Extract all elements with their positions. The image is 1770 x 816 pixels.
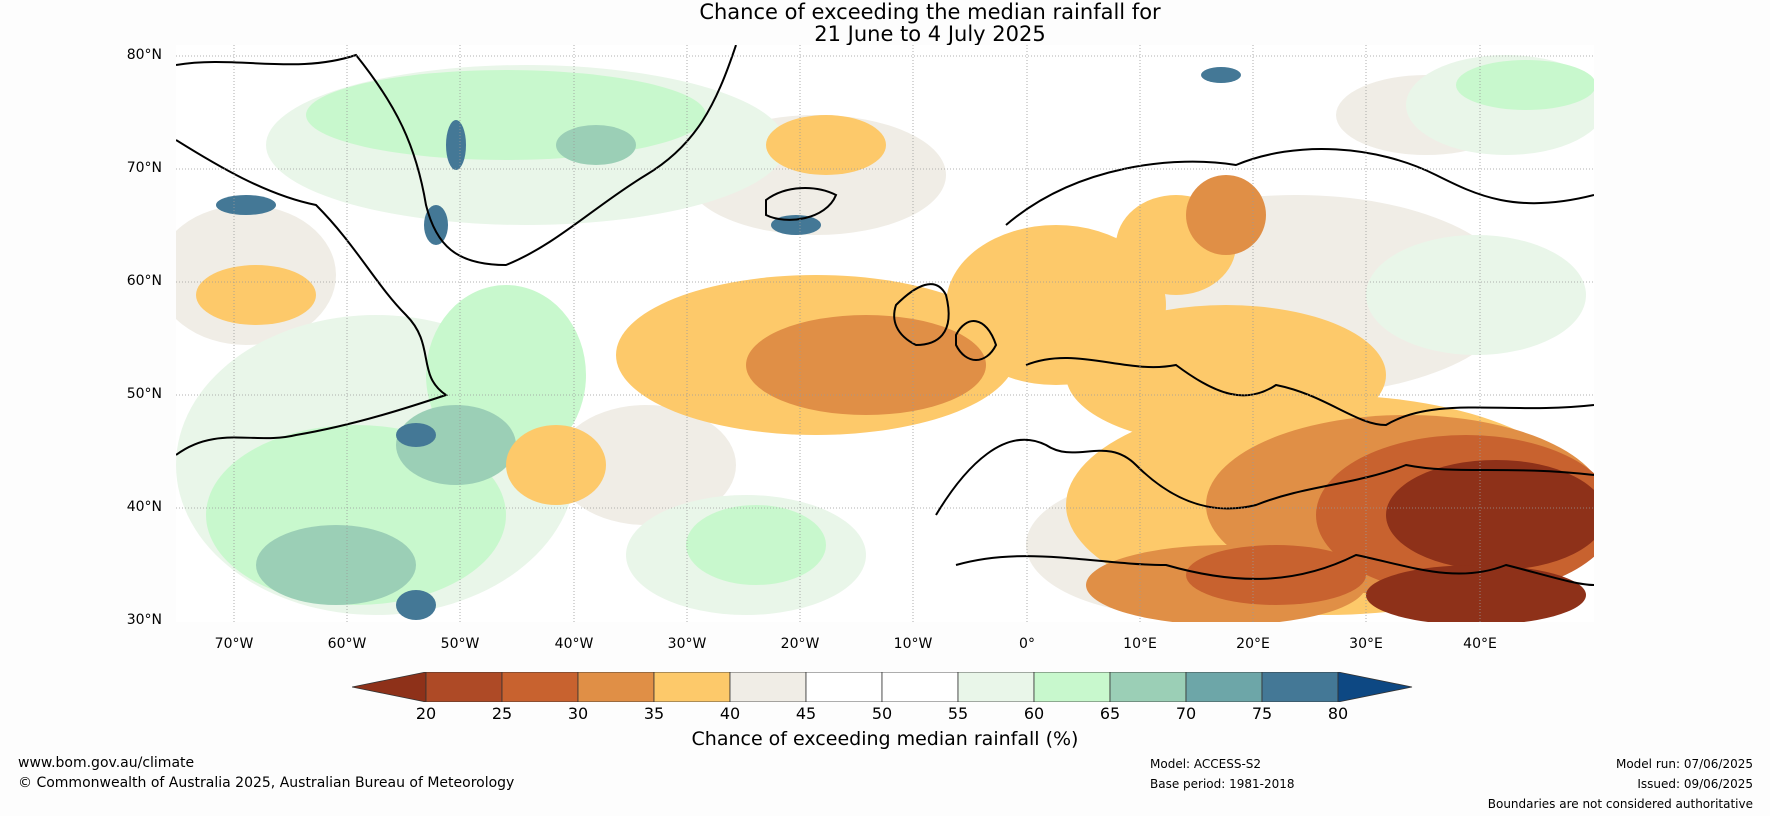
colorbar-cell [1185, 672, 1263, 702]
colorbar-cell [1261, 672, 1339, 702]
colorbar-cell [1033, 672, 1111, 702]
colorbar-tick-label: 25 [491, 704, 513, 723]
footer-website: www.bom.gov.au/climate [18, 755, 195, 771]
map-title-line2: 21 June to 4 July 2025 [814, 22, 1046, 46]
colorbar-tick-label: 70 [1175, 704, 1197, 723]
lon-label-20e: 20°E [1236, 636, 1270, 652]
colorbar-cell [881, 672, 959, 702]
rainfall-map [176, 45, 1594, 622]
colorbar-tick-label: 75 [1251, 704, 1273, 723]
colorbar-tick-label: 35 [643, 704, 665, 723]
colorbar-tick-label: 65 [1099, 704, 1121, 723]
footer-model: Model: ACCESS-S2 [1150, 757, 1262, 771]
footer-model-run: Model run: 07/06/2025 [1615, 757, 1753, 771]
colorbar-tick-label: 30 [567, 704, 589, 723]
footer-issued: Issued: 09/06/2025 [1637, 777, 1753, 791]
much-wetter-areas [216, 67, 1241, 620]
colorbar-tick-label: 50 [871, 704, 893, 723]
colorbar-tick-label: 40 [719, 704, 741, 723]
driest-areas [1366, 460, 1594, 622]
lon-label-20w: 20°W [780, 636, 820, 652]
colorbar-tick-label: 80 [1327, 704, 1349, 723]
lon-label-10w: 10°W [893, 636, 933, 652]
lon-label-30w: 30°W [667, 636, 707, 652]
footer-base-period: Base period: 1981-2018 [1150, 777, 1295, 791]
colorbar-tick-label: 45 [795, 704, 817, 723]
lon-label-40w: 40°W [554, 636, 594, 652]
colorbar-cell [577, 672, 655, 702]
lon-label-70w: 70°W [214, 636, 254, 652]
colorbar-cell [1109, 672, 1187, 702]
colorbar-cell [425, 672, 503, 702]
coastlines [176, 45, 1594, 586]
lon-label-0: 0° [1019, 636, 1035, 652]
lon-label-60w: 60°W [327, 636, 367, 652]
footer-disclaimer: Boundaries are not considered authoritat… [1487, 797, 1753, 811]
lon-label-50w: 50°W [440, 636, 480, 652]
colorbar-tick-label: 20 [415, 704, 437, 723]
lat-label-60n: 60°N [126, 273, 162, 289]
colorbar [352, 672, 1413, 702]
colorbar-cell [957, 672, 1035, 702]
lon-label-40e: 40°E [1463, 636, 1497, 652]
colorbar-cell [729, 672, 807, 702]
lat-label-50n: 50°N [126, 386, 162, 402]
rainfall-map-svg [176, 45, 1594, 622]
colorbar-cell [653, 672, 731, 702]
lat-label-40n: 40°N [126, 499, 162, 515]
lat-label-80n: 80°N [126, 47, 162, 63]
lon-label-30e: 30°E [1349, 636, 1383, 652]
colorbar-label: Chance of exceeding median rainfall (%) [691, 728, 1079, 750]
lat-label-30n: 30°N [126, 612, 162, 628]
map-title-line1: Chance of exceeding the median rainfall … [699, 0, 1161, 24]
lat-label-70n: 70°N [126, 160, 162, 176]
colorbar-tick-label: 55 [947, 704, 969, 723]
colorbar-cell [805, 672, 883, 702]
colorbar-extend-high [1337, 672, 1413, 702]
gridlines [176, 45, 1594, 622]
colorbar-extend-low [352, 672, 427, 702]
colorbar-tick-label: 60 [1023, 704, 1045, 723]
lon-label-10e: 10°E [1123, 636, 1157, 652]
footer-copyright: © Commonwealth of Australia 2025, Austra… [18, 775, 515, 791]
colorbar-cell [501, 672, 579, 702]
